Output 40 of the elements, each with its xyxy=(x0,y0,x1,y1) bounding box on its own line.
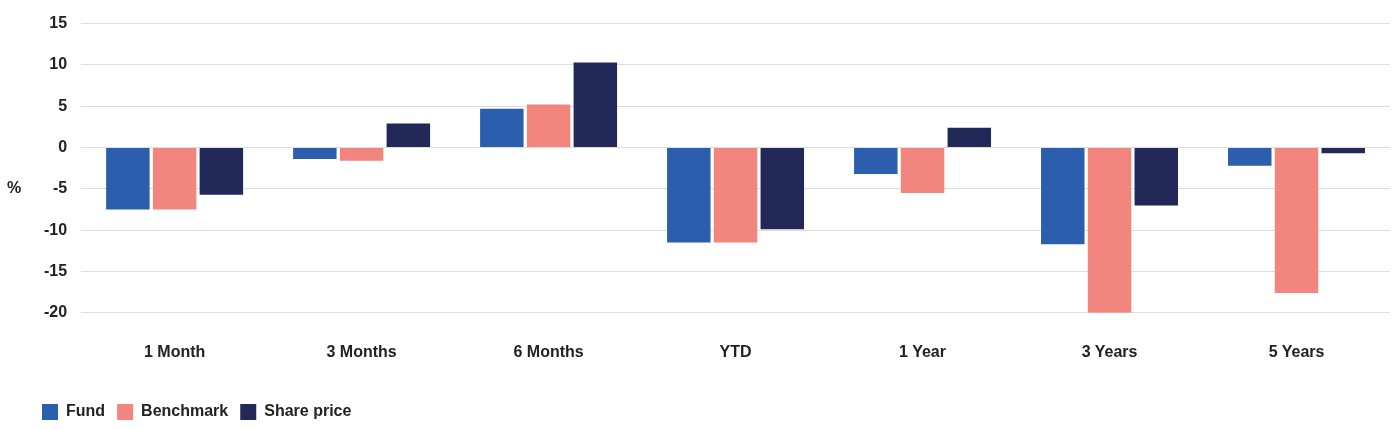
bar xyxy=(339,148,384,161)
bar xyxy=(1274,148,1319,293)
x-tick-label: YTD xyxy=(719,342,752,360)
y-tick-label: 15 xyxy=(49,14,68,32)
y-tick-label: 10 xyxy=(49,55,68,73)
bar xyxy=(760,148,805,230)
x-tick-label: 1 Month xyxy=(143,342,206,360)
bar xyxy=(900,148,945,193)
bar xyxy=(106,148,150,210)
y-tick-label: -20 xyxy=(44,303,68,321)
y-tick-label: 5 xyxy=(58,96,68,114)
legend-label: Benchmark xyxy=(141,402,229,420)
bar xyxy=(713,148,758,243)
bar xyxy=(1087,148,1132,313)
x-tick-label: 1 Year xyxy=(899,342,946,360)
x-tick-label: 3 Years xyxy=(1081,342,1138,360)
bar xyxy=(947,127,992,148)
legend-label: Share price xyxy=(264,402,352,420)
y-tick-label: -15 xyxy=(44,261,68,279)
x-tick-label: 3 Months xyxy=(326,342,397,360)
bar xyxy=(1228,148,1272,166)
bar xyxy=(386,123,431,148)
y-axis-title: % xyxy=(7,178,22,196)
x-tick-label: 5 Years xyxy=(1268,342,1325,360)
bar xyxy=(1041,148,1085,245)
y-tick-label: -10 xyxy=(44,220,68,238)
bar xyxy=(152,148,197,210)
bar xyxy=(667,148,711,243)
bar xyxy=(1321,148,1365,154)
y-tick-label: 0 xyxy=(58,137,68,155)
bar xyxy=(293,148,337,160)
bar xyxy=(1134,148,1179,206)
bar xyxy=(480,108,524,148)
bar xyxy=(199,148,244,195)
x-tick-label: 6 Months xyxy=(513,342,584,360)
bar xyxy=(854,148,898,174)
y-tick-label: -5 xyxy=(52,179,68,197)
bar xyxy=(526,104,571,148)
bar xyxy=(573,62,618,148)
legend-label: Fund xyxy=(66,402,106,420)
